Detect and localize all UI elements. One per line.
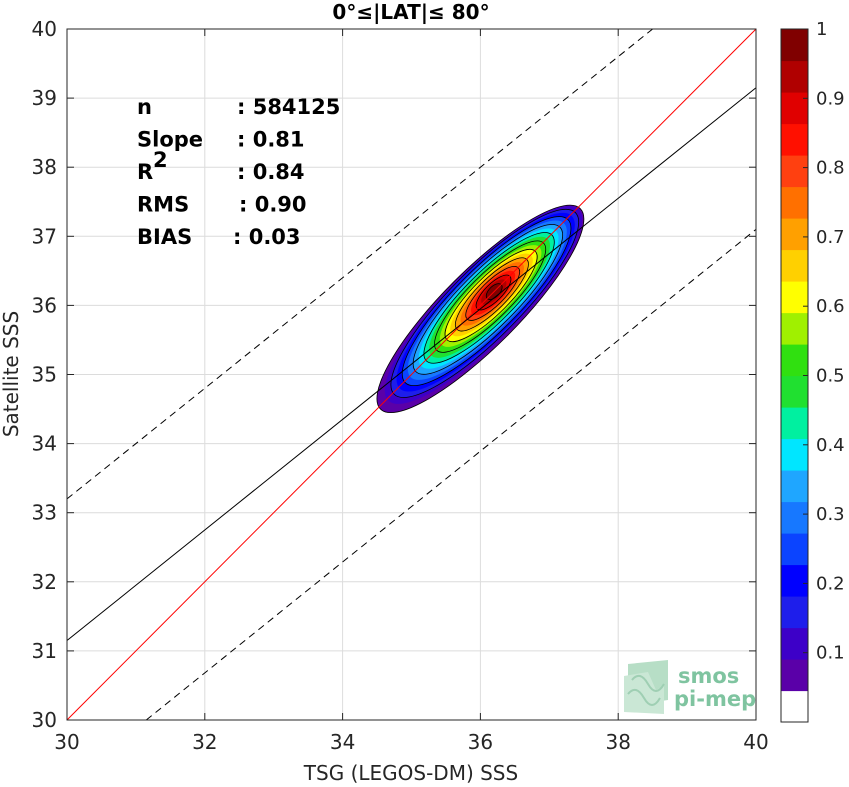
- colorbar-segment: [781, 281, 808, 314]
- logo-waves-icon: [624, 660, 668, 714]
- stat-label: Slope: [137, 128, 203, 152]
- y-tick-label: 35: [32, 363, 57, 387]
- colorbar-tick-label: 0.1: [816, 643, 845, 664]
- colorbar-tick-label: 0.8: [816, 158, 845, 179]
- y-axis-ticks: 30 31 32 33 34 35 36 37 38 39 40: [32, 17, 756, 732]
- colorbar-segment: [781, 123, 808, 156]
- stat-label: RMS: [137, 193, 189, 217]
- colorbar-tick-label: 0.4: [816, 435, 845, 456]
- one-to-one-line: [67, 29, 756, 720]
- stat-value: : 0.84: [237, 160, 305, 184]
- logo-text-pi-mep: pi-mep: [674, 687, 756, 711]
- y-tick-label: 30: [32, 708, 57, 732]
- x-tick-label: 40: [743, 730, 768, 754]
- stat-value: : 0.90: [239, 193, 307, 217]
- grid-lines: [67, 29, 756, 720]
- colorbar-segment: [781, 533, 808, 566]
- lower-bound-line: [145, 229, 756, 720]
- y-tick-label: 37: [32, 224, 57, 248]
- colorbar-tick-label: 0.3: [816, 504, 845, 525]
- y-tick-label: 34: [32, 432, 57, 456]
- x-tick-label: 32: [192, 730, 217, 754]
- x-tick-label: 36: [468, 730, 493, 754]
- stat-value: : 0.03: [233, 225, 301, 249]
- y-tick-label: 40: [32, 17, 57, 41]
- regression-line: [67, 87, 756, 641]
- colorbar-segment: [781, 29, 808, 62]
- y-axis-label: Satellite SSS: [0, 311, 23, 437]
- colorbar-segment: [781, 218, 808, 251]
- colorbar-segment: [781, 155, 808, 188]
- smos-pi-mep-logo: smos pi-mep: [624, 660, 756, 714]
- stat-label-superscript: 2: [153, 148, 168, 172]
- y-tick-label: 31: [32, 639, 57, 663]
- colorbar-segment: [781, 596, 808, 629]
- x-tick-label: 34: [330, 730, 355, 754]
- colorbar-segment: [781, 92, 808, 125]
- colorbar-segment: [781, 249, 808, 282]
- x-tick-label: 30: [54, 730, 79, 754]
- reference-lines: [67, 29, 756, 720]
- upper-bound-line: [67, 29, 653, 500]
- x-tick-label: 38: [605, 730, 630, 754]
- colorbar-tick-label: 1: [816, 19, 827, 40]
- colorbar-segment: [781, 690, 808, 723]
- stat-value: : 0.81: [237, 128, 305, 152]
- stat-label: R: [137, 160, 153, 184]
- colorbar-segment: [781, 501, 808, 534]
- y-tick-label: 36: [32, 293, 57, 317]
- stat-label: BIAS: [137, 225, 192, 249]
- colorbar-tick-label: 0.9: [816, 88, 845, 109]
- colorbar-segment: [781, 470, 808, 503]
- stat-value: : 584125: [237, 95, 340, 119]
- colorbar-tick-label: 0.2: [816, 573, 845, 594]
- colorbar-tick-label: 0.7: [816, 227, 845, 248]
- statistics-block: n : 584125 Slope : 0.81 R 2 : 0.84 RMS : 0.90 BIA…: [137, 95, 340, 249]
- y-tick-label: 33: [32, 501, 57, 525]
- colorbar-segment: [781, 438, 808, 471]
- colorbar-segment: [781, 186, 808, 219]
- colorbar-segment: [781, 627, 808, 660]
- colorbar-segment: [781, 60, 808, 93]
- colorbar-segment: [781, 312, 808, 345]
- colorbar-tick-label: 0.5: [816, 366, 845, 387]
- x-axis-ticks: 30 32 34 36 38 40: [54, 29, 769, 754]
- y-tick-label: 38: [32, 155, 57, 179]
- colorbar-segment: [781, 407, 808, 440]
- chart-title: 0°≤|LAT|≤ 80°: [332, 0, 489, 24]
- colorbar-segment: [781, 375, 808, 408]
- stat-label: n: [137, 95, 152, 119]
- colorbar-tick-label: 0.6: [816, 296, 845, 317]
- colorbar: [780, 28, 809, 723]
- colorbar-segment: [781, 659, 808, 692]
- colorbar-ticks: 0.1 0.2 0.3 0.4 0.5 0.6 0.7 0.8 0.9 1: [803, 19, 845, 664]
- y-tick-label: 32: [32, 570, 57, 594]
- x-axis-label: TSG (LEGOS-DM) SSS: [303, 761, 518, 785]
- colorbar-segment: [781, 344, 808, 377]
- logo-text-smos: smos: [678, 664, 739, 688]
- colorbar-segment: [781, 564, 808, 597]
- y-tick-label: 39: [32, 86, 57, 110]
